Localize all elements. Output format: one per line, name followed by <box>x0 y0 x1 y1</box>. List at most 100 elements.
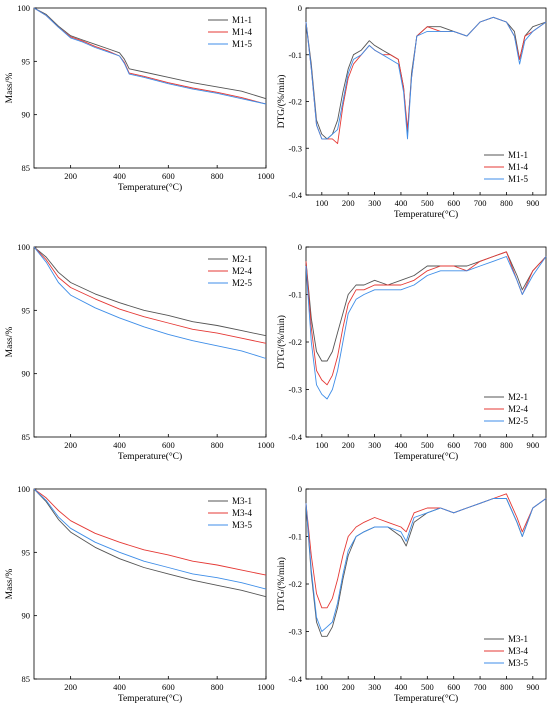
y-tick-label: -0.1 <box>289 290 302 300</box>
legend-entry: M1-5 <box>232 39 252 49</box>
x-tick-label: 400 <box>113 682 126 692</box>
x-tick-label: 500 <box>421 440 434 450</box>
legend-entry: M3-5 <box>508 658 528 668</box>
x-tick-label: 300 <box>368 198 381 208</box>
series-line-M3-5 <box>305 498 547 632</box>
legend-entry: M2-5 <box>508 416 528 426</box>
legend-entry: M2-4 <box>232 266 252 276</box>
x-tick-label: 1000 <box>258 682 275 692</box>
x-tick-label: 200 <box>64 171 77 181</box>
plot-frame <box>33 7 267 169</box>
legend: M2-1 M2-4 M2-5 <box>484 392 528 426</box>
x-tick-label: 300 <box>368 682 381 692</box>
y-tick-label: -0.1 <box>289 50 302 60</box>
legend-entry: M3-4 <box>232 508 252 518</box>
y-tick-label: 100 <box>17 242 30 252</box>
y-tick-label: -0.3 <box>289 385 302 395</box>
y-tick-label: -0.2 <box>289 579 302 589</box>
legend-entry: M1-4 <box>232 27 252 37</box>
x-tick-label: 800 <box>211 440 224 450</box>
x-axis-label: Temperature(°C) <box>394 209 458 220</box>
x-tick-label: 300 <box>368 440 381 450</box>
x-tick-label: 500 <box>421 198 434 208</box>
legend-entry: M2-1 <box>232 254 252 264</box>
y-tick-label: -0.2 <box>289 97 302 107</box>
x-tick-label: 1000 <box>258 171 275 181</box>
x-axis-label: Temperature(°C) <box>118 693 182 704</box>
series-line-M1-5 <box>33 7 267 105</box>
x-tick-label: 600 <box>162 440 175 450</box>
legend-entry: M1-1 <box>508 150 528 160</box>
y-axis-label: DTG/(%/min) <box>276 75 287 129</box>
x-tick-label: 200 <box>342 682 355 692</box>
y-tick-label: 90 <box>22 110 31 120</box>
x-axis-label: Temperature(°C) <box>118 182 182 193</box>
chart-panel-5: 200 400 600 800 1000 85 90 95 100 Temperature(°C)… <box>5 484 275 704</box>
legend-entry: M3-4 <box>508 646 528 656</box>
series-line-M3-4 <box>33 488 267 576</box>
y-tick-label: -0.2 <box>289 337 302 347</box>
y-axis-label: Mass/% <box>5 327 15 358</box>
y-tick-label: 100 <box>17 3 30 13</box>
series-line-M1-5 <box>305 16 547 140</box>
x-tick-label: 400 <box>395 440 408 450</box>
series-line-M3-1 <box>305 498 547 637</box>
x-tick-label: 900 <box>526 682 539 692</box>
y-tick-label: 95 <box>22 305 31 315</box>
y-tick-label: -0.3 <box>289 627 302 637</box>
x-tick-label: 100 <box>315 198 328 208</box>
x-tick-label: 800 <box>500 440 513 450</box>
legend: M2-1 M2-4 M2-5 <box>208 254 252 288</box>
legend: M3-1 M3-4 M3-5 <box>208 496 252 530</box>
series-line-M2-5 <box>33 246 267 359</box>
legend: M1-1 M1-4 M1-5 <box>484 150 528 184</box>
y-tick-label: 0 <box>298 484 302 494</box>
x-tick-label: 1000 <box>258 440 275 450</box>
chart-panel-2: 100 200 300 400 500 600 700 800 900 0 -0.1 -0.2 -0.3… <box>276 3 547 220</box>
series-line-M2-1 <box>33 246 267 337</box>
legend-entry: M1-4 <box>508 162 528 172</box>
plot-frame <box>33 246 267 438</box>
legend-entry: M1-1 <box>232 15 252 25</box>
y-tick-label: 85 <box>22 432 31 442</box>
chart-panel-3: 200 400 600 800 1000 85 90 95 100 Temperature(°C)… <box>5 242 275 462</box>
y-axis-label: Mass/% <box>5 73 15 104</box>
legend: M3-1 M3-4 M3-5 <box>484 634 528 668</box>
series-line-M1-1 <box>33 7 267 100</box>
x-axis-label: Temperature(°C) <box>394 693 458 704</box>
x-tick-label: 800 <box>500 682 513 692</box>
y-axis-label: Mass/% <box>5 569 15 600</box>
plot-frame <box>33 488 267 680</box>
series-line-M1-1 <box>305 16 547 140</box>
x-tick-label: 900 <box>526 198 539 208</box>
x-tick-label: 100 <box>315 682 328 692</box>
x-tick-label: 400 <box>113 440 126 450</box>
x-tick-label: 700 <box>474 440 487 450</box>
x-tick-label: 100 <box>315 440 328 450</box>
x-tick-label: 400 <box>395 682 408 692</box>
y-tick-label: 90 <box>22 611 31 621</box>
y-tick-label: 95 <box>22 547 31 557</box>
chart-panel-1: 200 400 600 800 1000 85 90 95 100 Temperature(°C)… <box>5 3 275 193</box>
y-tick-label: 100 <box>17 484 30 494</box>
y-tick-label: -0.1 <box>289 532 302 542</box>
x-tick-label: 200 <box>342 440 355 450</box>
chart-panel-6: 100 200 300 400 500 600 700 800 900 0 -0.1 -0.2 -0.3… <box>276 484 547 704</box>
x-tick-label: 700 <box>474 198 487 208</box>
legend-entry: M2-1 <box>508 392 528 402</box>
x-tick-label: 200 <box>342 198 355 208</box>
y-tick-label: 85 <box>22 163 31 173</box>
y-tick-label: 90 <box>22 369 31 379</box>
y-tick-label: -0.4 <box>289 674 303 684</box>
legend: M1-1 M1-4 M1-5 <box>208 15 252 49</box>
series-line-M2-4 <box>305 251 547 386</box>
x-tick-label: 200 <box>64 682 77 692</box>
x-tick-label: 400 <box>395 198 408 208</box>
y-axis-label: DTG/(%/min) <box>276 557 287 611</box>
y-tick-label: 0 <box>298 3 302 13</box>
x-tick-label: 600 <box>447 198 460 208</box>
y-tick-label: 95 <box>22 56 31 66</box>
series-line-M3-5 <box>33 488 267 590</box>
series-line-M3-1 <box>33 488 267 598</box>
